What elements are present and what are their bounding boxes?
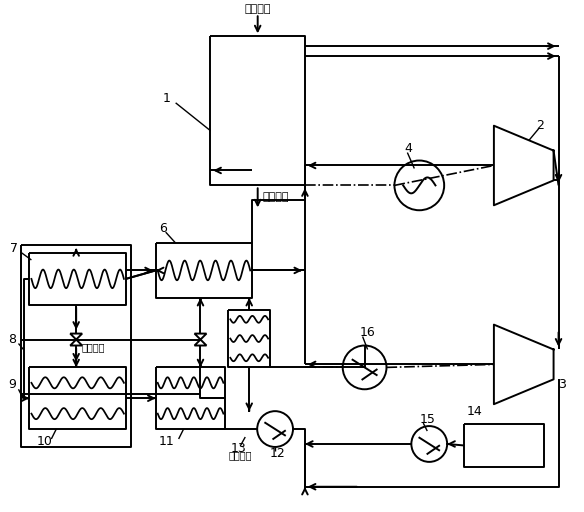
Text: 1: 1 — [163, 92, 171, 105]
Text: 10: 10 — [36, 436, 53, 449]
Text: 烟气出口: 烟气出口 — [263, 193, 289, 202]
Text: 16: 16 — [360, 326, 376, 339]
Text: 9: 9 — [9, 378, 16, 391]
Text: 13: 13 — [230, 442, 246, 456]
Text: 3: 3 — [558, 378, 566, 391]
Text: 15: 15 — [419, 413, 435, 425]
Text: 8: 8 — [9, 333, 16, 346]
Text: 12: 12 — [270, 447, 286, 460]
Text: 烟气进口: 烟气进口 — [245, 4, 271, 14]
Text: 2: 2 — [536, 119, 544, 132]
Text: 6: 6 — [159, 222, 166, 234]
Text: 11: 11 — [159, 436, 175, 449]
Text: 冷却水进: 冷却水进 — [228, 450, 252, 460]
Text: 14: 14 — [467, 404, 483, 418]
Text: 4: 4 — [404, 142, 412, 155]
Text: 7: 7 — [11, 242, 19, 254]
Text: 冷却水出: 冷却水出 — [81, 343, 105, 352]
